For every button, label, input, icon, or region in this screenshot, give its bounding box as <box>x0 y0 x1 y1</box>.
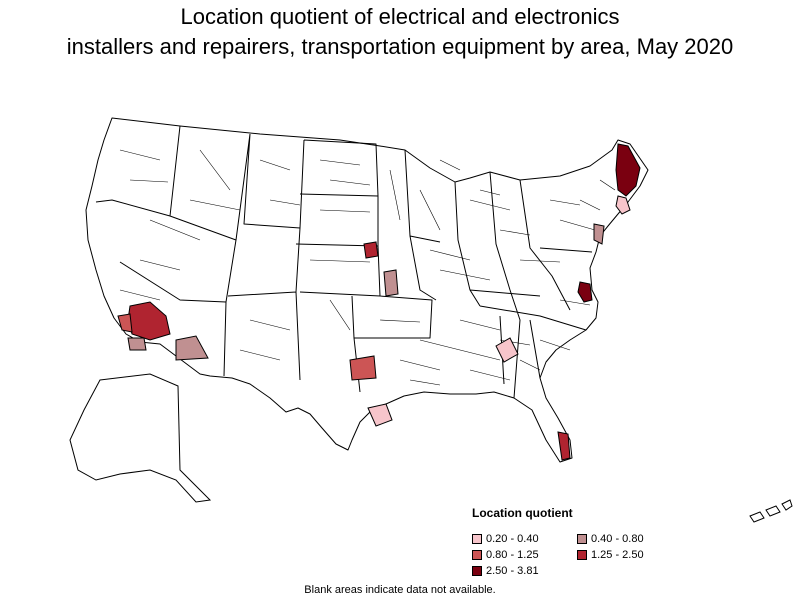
area-new-hampshire <box>615 195 631 215</box>
title-line-1: Location quotient of electrical and elec… <box>180 4 620 29</box>
legend-swatch <box>472 534 482 544</box>
legend: Location quotient 0.20 - 0.40 0.40 - 0.8… <box>472 506 692 578</box>
area-subdivisions <box>119 149 616 386</box>
legend-swatch <box>472 566 482 576</box>
legend-item: 1.25 - 2.50 <box>577 548 682 562</box>
legend-item: 0.80 - 1.25 <box>472 548 577 562</box>
area-georgia <box>495 337 519 363</box>
legend-label: 0.80 - 1.25 <box>486 549 539 561</box>
title-line-2: installers and repairers, transportation… <box>66 34 734 59</box>
legend-swatch <box>577 534 587 544</box>
area-los-angeles <box>117 313 133 333</box>
area-oklahoma <box>349 355 377 381</box>
legend-label: 0.40 - 0.80 <box>591 533 644 545</box>
legend-item: 0.40 - 0.80 <box>577 532 682 546</box>
footnote: Blank areas indicate data not available. <box>304 584 496 596</box>
area-texas <box>367 403 393 427</box>
area-maine <box>615 143 641 197</box>
legend-swatch <box>577 550 587 560</box>
area-arizona <box>175 335 209 361</box>
legend-label: 0.20 - 0.40 <box>486 533 539 545</box>
area-kansas <box>383 269 399 297</box>
area-florida <box>557 431 571 461</box>
area-san-diego <box>127 337 147 351</box>
area-new-jersey <box>593 223 605 245</box>
legend-label: 2.50 - 3.81 <box>486 565 539 577</box>
area-maryland <box>577 281 593 303</box>
legend-swatch <box>472 550 482 560</box>
legend-item: 2.50 - 3.81 <box>472 564 577 578</box>
map-title: Location quotient of electrical and elec… <box>0 2 800 62</box>
border-lines <box>95 125 593 399</box>
legend-title: Location quotient <box>472 506 573 520</box>
alaska-outline <box>69 373 212 503</box>
legend-label: 1.25 - 2.50 <box>591 549 644 561</box>
area-nebraska <box>363 241 379 259</box>
legend-item: 0.20 - 0.40 <box>472 532 577 546</box>
hawaii-islands <box>749 499 793 523</box>
